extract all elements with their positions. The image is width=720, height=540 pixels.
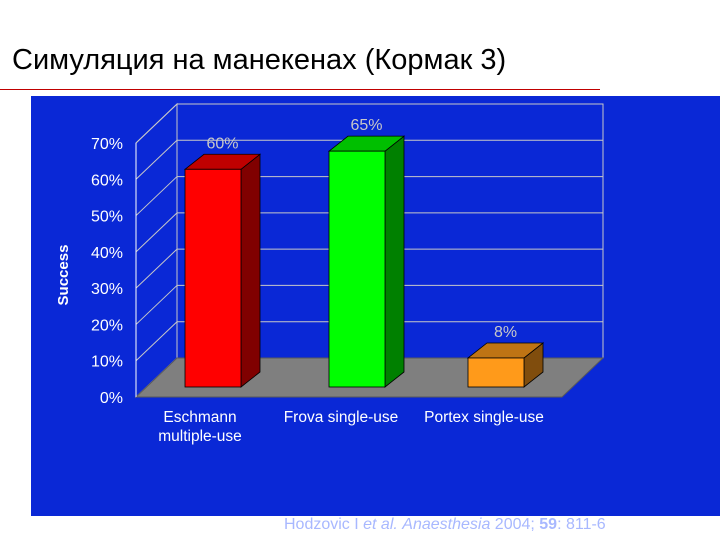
bar-chart: 0% 10% 20% 30% 40% 50% 60% 70% Success 60% 65% 8% Es… — [55, 102, 605, 445]
bar-side — [240, 153, 261, 388]
x-category-label: Frova single-use — [284, 409, 399, 426]
title-rule — [0, 89, 600, 90]
citation-volume: 59 — [539, 516, 558, 533]
x-category-label: multiple-use — [158, 428, 242, 445]
citation-authors: Hodzovic I — [284, 516, 364, 533]
data-label: 60% — [206, 135, 238, 152]
citation-pages: : 811-6 — [557, 516, 606, 533]
bar — [467, 357, 525, 388]
y-tick-label: 60% — [91, 172, 123, 189]
gridline-side — [135, 321, 178, 362]
x-category-label: Portex single-use — [424, 409, 544, 426]
chart-side-wall — [135, 102, 178, 399]
y-tick-label: 10% — [91, 354, 123, 371]
slide-title: Симуляция на манекенах (Кормак 3) — [12, 44, 507, 76]
gridline-side — [135, 212, 178, 253]
bar-side — [384, 135, 405, 388]
y-tick-label: 70% — [91, 136, 123, 153]
citation-journal: Anaesthesia — [402, 516, 491, 533]
bar — [184, 168, 242, 388]
gridline-side — [135, 103, 178, 144]
x-category-label: Eschmann — [163, 409, 236, 426]
data-label: 8% — [494, 324, 517, 341]
citation: Hodzovic I et al. Anaesthesia 2004; 59: … — [284, 516, 606, 534]
gridline-side — [135, 285, 178, 325]
y-axis-title: Success — [55, 245, 72, 306]
gridline-side — [135, 248, 178, 289]
data-label: 65% — [350, 117, 382, 134]
gridline-side — [135, 176, 178, 216]
y-tick-label: 0% — [100, 390, 123, 407]
chart-panel: 0% 10% 20% 30% 40% 50% 60% 70% Success 60% 65% 8% Es… — [31, 96, 720, 516]
citation-etal: et al. — [363, 516, 398, 533]
y-tick-label: 40% — [91, 245, 123, 262]
y-tick-label: 30% — [91, 281, 123, 298]
y-tick-label: 50% — [91, 209, 123, 226]
gridline-side — [135, 139, 178, 180]
bar — [328, 150, 386, 388]
citation-year: 2004; — [490, 516, 540, 533]
y-tick-label: 20% — [91, 317, 123, 334]
